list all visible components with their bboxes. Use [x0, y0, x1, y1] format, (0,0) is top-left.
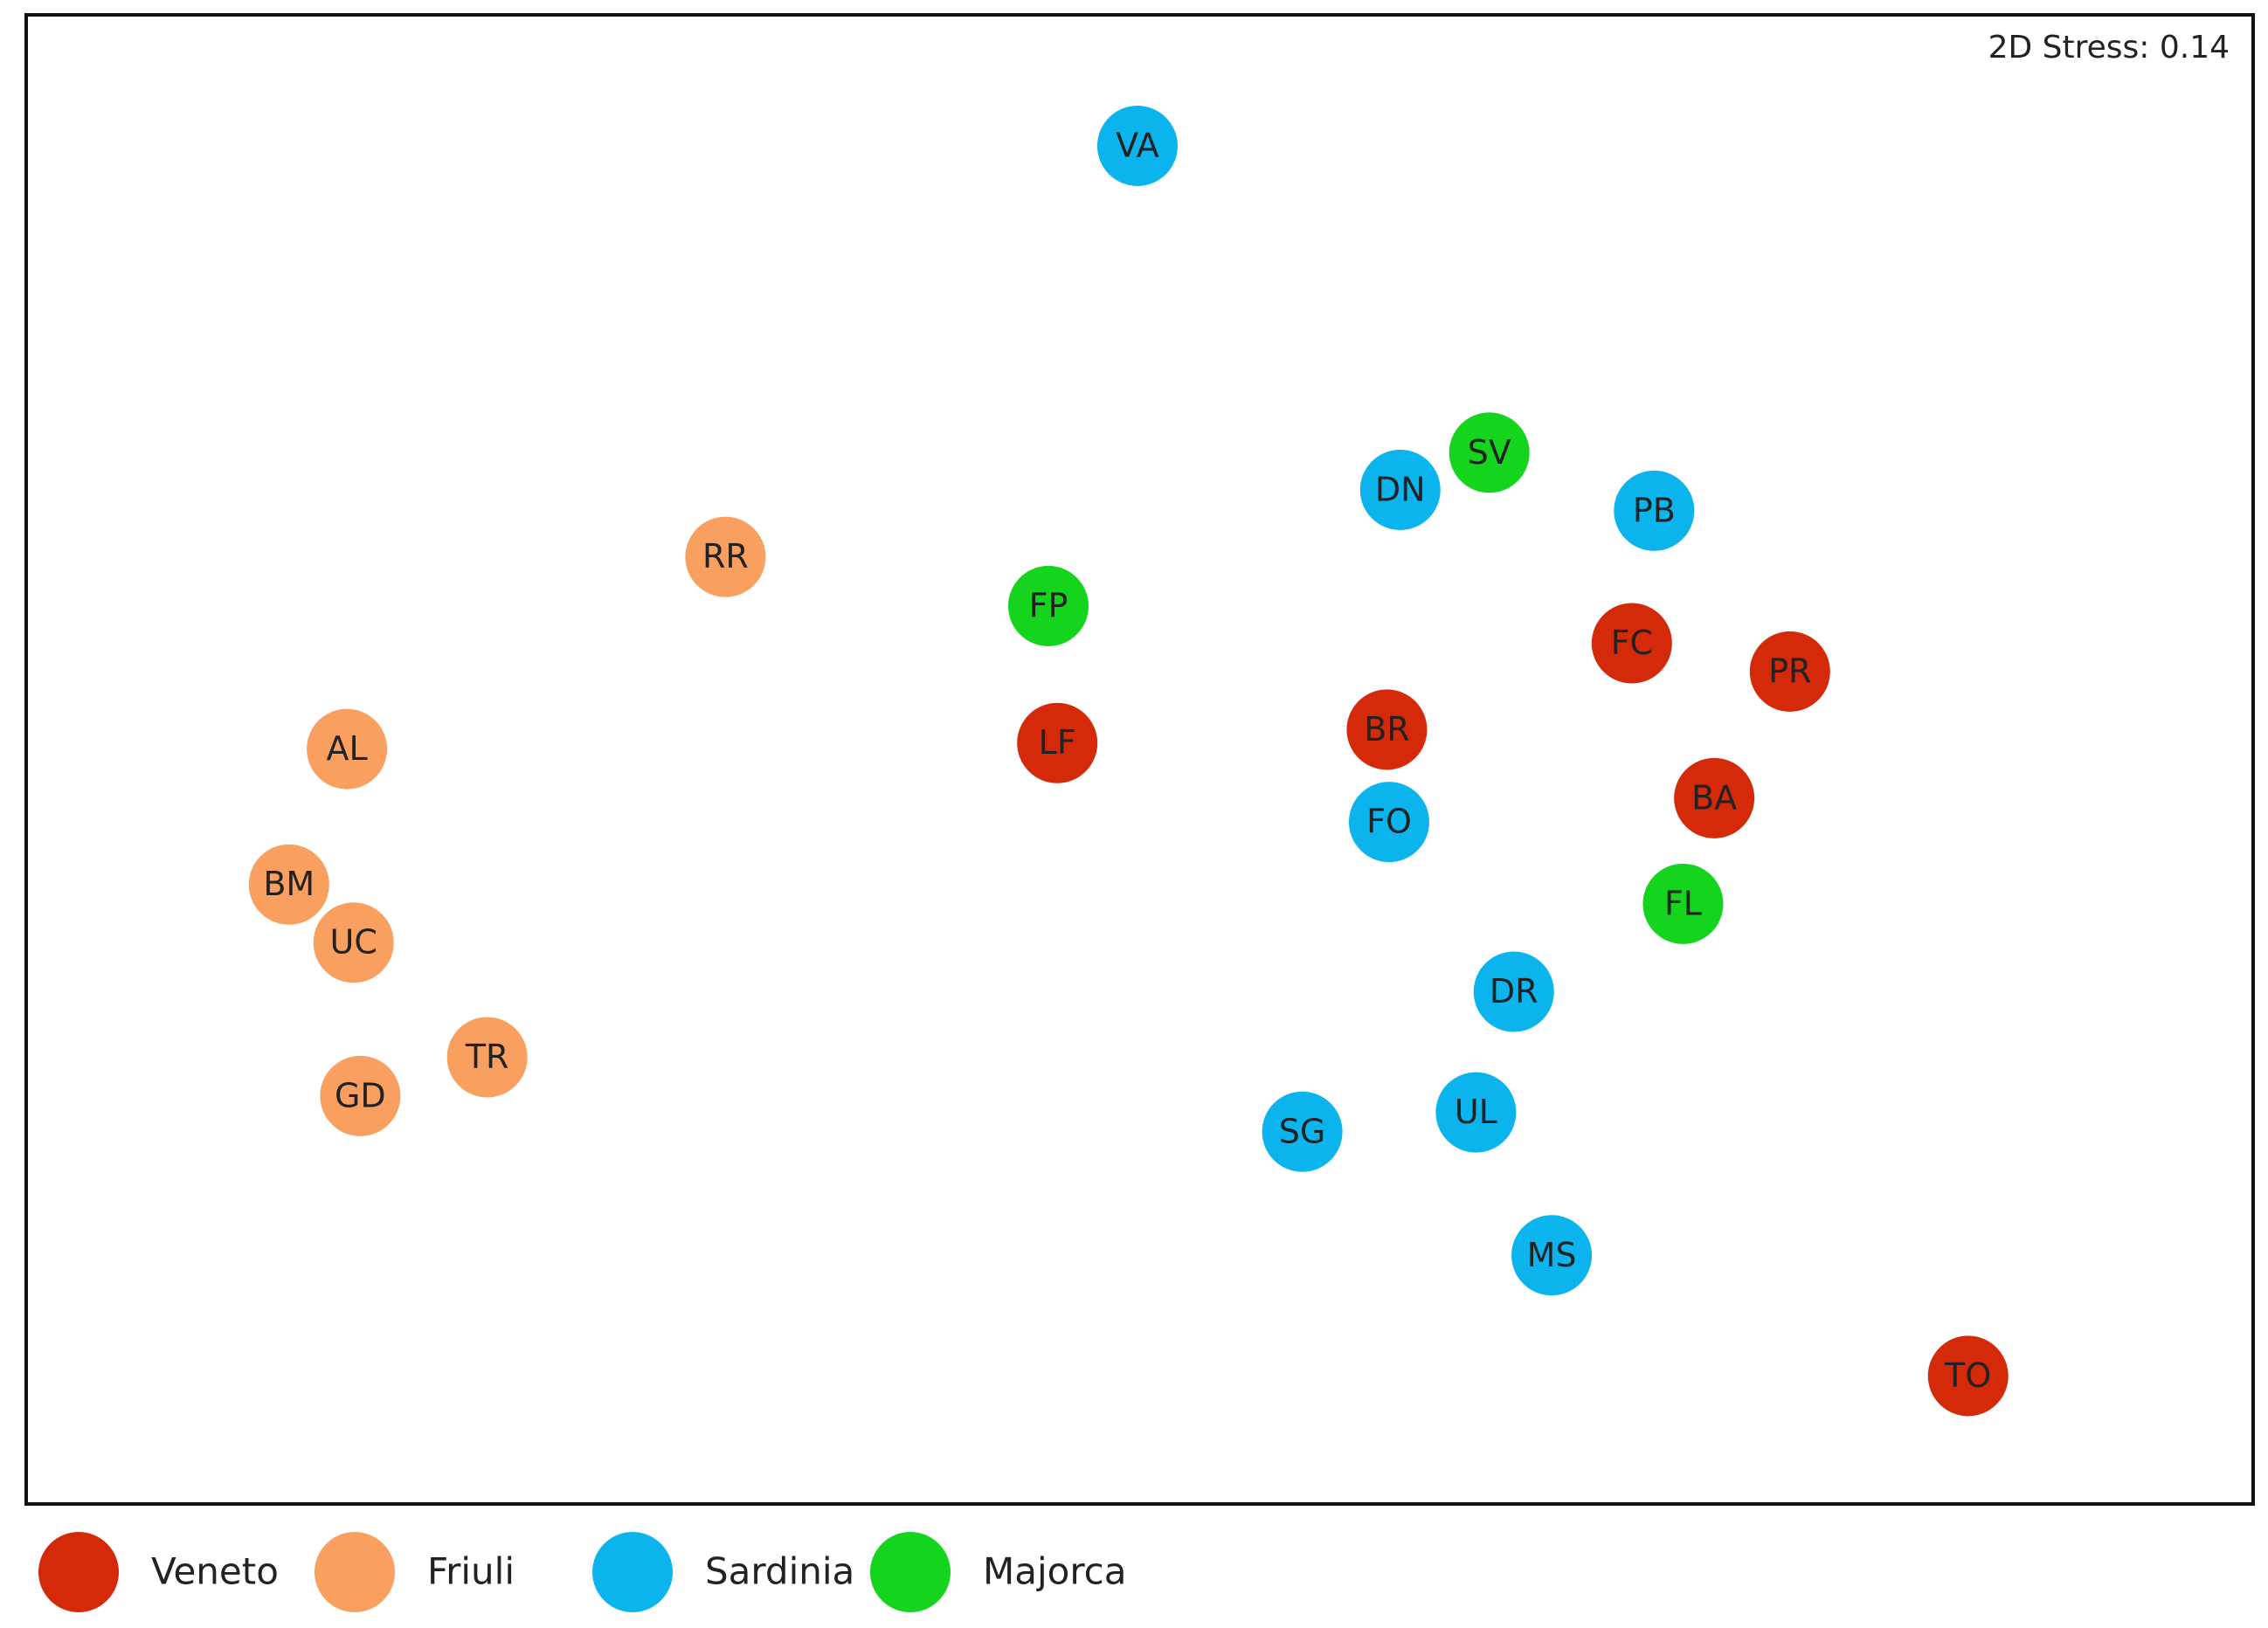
legend-swatch: [38, 1532, 119, 1612]
point-label: BA: [1691, 778, 1737, 817]
point: [1449, 412, 1530, 493]
point-label: FC: [1611, 624, 1653, 662]
point-label: UL: [1455, 1093, 1497, 1131]
legend-swatch: [870, 1532, 951, 1612]
point-label: DN: [1375, 470, 1426, 508]
point-label: SG: [1279, 1112, 1326, 1150]
point: [1359, 449, 1441, 530]
point: [446, 1017, 528, 1098]
point: [1591, 603, 1672, 684]
point-label: TO: [1944, 1356, 1991, 1395]
point: [1096, 106, 1178, 187]
point-label: SV: [1468, 433, 1511, 472]
point: [1262, 1091, 1343, 1172]
point: [1927, 1335, 2009, 1417]
point-label: TR: [465, 1038, 509, 1076]
point-label: GD: [335, 1076, 386, 1114]
point-label: AL: [326, 729, 367, 768]
point: [1435, 1072, 1517, 1153]
point: [1473, 951, 1554, 1032]
legend-swatch: [592, 1532, 673, 1612]
point: [1348, 782, 1429, 863]
legend-label: Majorca: [983, 1550, 1127, 1593]
legend-label: Friuli: [427, 1550, 515, 1593]
point: [1511, 1215, 1593, 1296]
point: [685, 516, 766, 597]
point-label: MS: [1527, 1236, 1577, 1274]
point: [320, 1055, 401, 1136]
point-label: UC: [330, 923, 377, 962]
plot-frame: [24, 13, 2255, 1506]
legend-label: Sardinia: [705, 1550, 854, 1593]
point-label: FL: [1664, 884, 1702, 922]
legend-swatch: [315, 1532, 395, 1612]
point: [248, 844, 329, 925]
point-label: BR: [1364, 710, 1409, 748]
point-label: RR: [702, 537, 749, 576]
point-label: DR: [1490, 972, 1539, 1011]
point: [1007, 565, 1089, 646]
legend-label: Veneto: [151, 1550, 279, 1593]
point: [1674, 757, 1755, 838]
point-label: LF: [1039, 723, 1076, 762]
point: [307, 708, 388, 790]
point: [1642, 863, 1724, 944]
point-label: BM: [263, 865, 315, 903]
point: [1614, 470, 1695, 551]
stress-annotation: 2D Stress: 0.14: [1988, 30, 2230, 66]
point: [1749, 631, 1830, 712]
point: [1346, 689, 1428, 770]
point: [313, 902, 394, 983]
point-label: FO: [1366, 803, 1412, 841]
point-label: PR: [1768, 652, 1811, 690]
point-label: FP: [1029, 586, 1068, 624]
point-label: VA: [1116, 127, 1159, 165]
point: [1017, 702, 1098, 783]
point-label: PB: [1633, 491, 1676, 529]
